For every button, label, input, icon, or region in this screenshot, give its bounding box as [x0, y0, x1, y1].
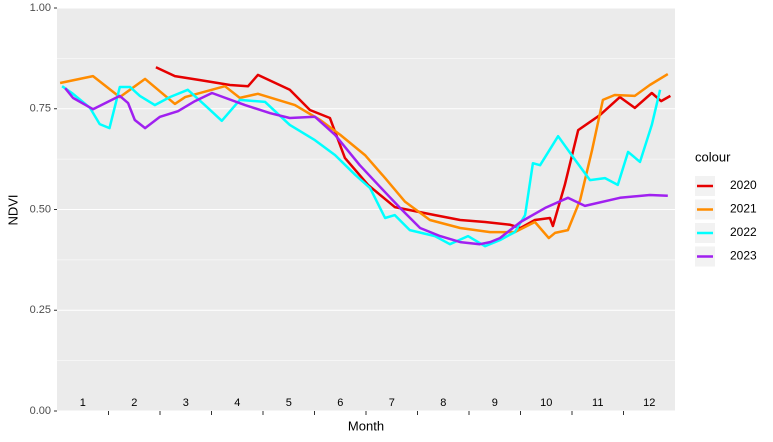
series-line	[61, 85, 662, 248]
y-tick-label: 1.00	[30, 2, 51, 14]
legend-label: 2021	[730, 202, 757, 216]
legend-title: colour	[695, 149, 731, 164]
y-tick-label: 0.75	[30, 103, 51, 115]
month-label: 6	[337, 397, 343, 409]
month-label: 11	[592, 397, 603, 409]
month-label: 3	[183, 397, 189, 409]
series-line	[59, 73, 669, 240]
legend-label: 2020	[730, 178, 757, 192]
month-label: 7	[389, 397, 395, 409]
month-label: 9	[492, 397, 498, 409]
month-label: 8	[440, 397, 446, 409]
legend-label: 2022	[730, 225, 757, 239]
series-line	[64, 87, 668, 246]
x-axis-title: Month	[348, 418, 384, 433]
legend-label: 2023	[730, 249, 757, 263]
month-label: 4	[234, 397, 240, 409]
y-tick-label: 0.25	[30, 304, 51, 316]
month-label: 10	[540, 397, 552, 409]
month-label: 12	[643, 397, 655, 409]
series-line	[155, 66, 672, 230]
month-label: 1	[80, 397, 86, 409]
y-tick-label: 0.00	[30, 405, 51, 417]
y-tick-label: 0.50	[30, 203, 51, 215]
y-axis-title: NDVI	[5, 194, 20, 225]
month-label: 5	[286, 397, 292, 409]
month-label: 2	[131, 397, 137, 409]
